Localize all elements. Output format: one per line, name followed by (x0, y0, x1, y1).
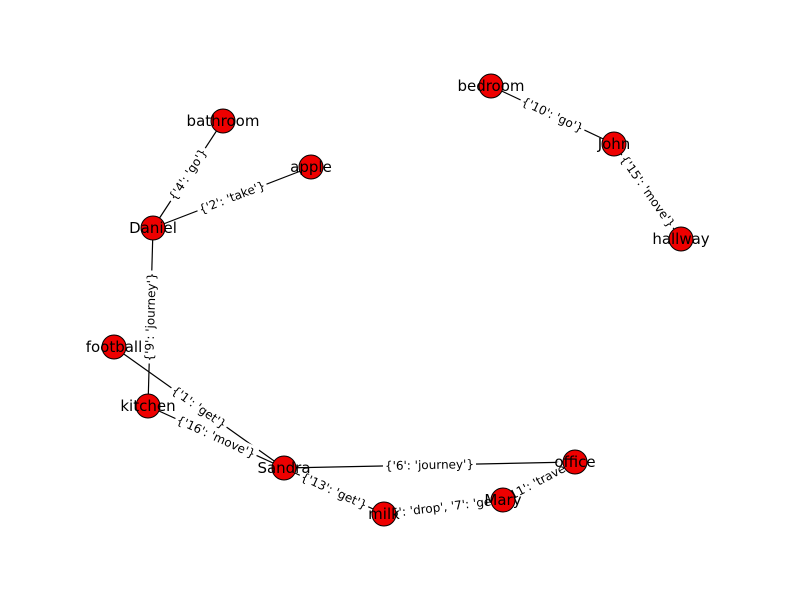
node-label-john: John (597, 135, 631, 153)
node-label-daniel: Daniel (129, 219, 177, 237)
edge-label-daniel-bathroom: {'4': 'go'} (164, 143, 212, 206)
node-bedroom (478, 73, 504, 99)
node-mary (490, 487, 516, 513)
node-apple (298, 154, 324, 180)
node-kitchen (135, 393, 161, 419)
node-label-football: football (86, 338, 143, 356)
node-label-bathroom: bathroom (187, 112, 260, 130)
nodes-layer (101, 73, 694, 527)
edge-label-daniel-kitchen: {'9': 'journey'} (141, 270, 160, 364)
edge-label-background (615, 150, 680, 233)
edge-label-background (495, 452, 583, 510)
node-bathroom (210, 108, 236, 134)
edge-label-text: {'9': 'journey'} (142, 272, 158, 361)
edge-label-background (194, 176, 270, 219)
edge-label-background (166, 381, 232, 434)
edge-label-background (382, 456, 477, 474)
edge-label-john-hallway: {'15': 'move'} (615, 150, 680, 233)
edge-label-background (164, 143, 212, 206)
node-label-mary: Mary (484, 491, 521, 509)
edge-label-background (141, 270, 160, 364)
node-football (101, 334, 127, 360)
edge-label-sandra-office: {'6': 'journey'} (382, 456, 477, 474)
node-label-apple: apple (290, 158, 332, 176)
edge-label-text: {'2': 'take'} (197, 178, 267, 216)
edge-label-daniel-apple: {'2': 'take'} (194, 176, 270, 219)
edge-label-text: {'6': 'journey'} (385, 457, 474, 473)
edge-label-bedroom-john: {'10': 'go'} (517, 92, 588, 138)
node-sandra (271, 455, 297, 481)
edge-label-text: {'4': 'go'} (166, 146, 210, 203)
node-label-office: office (554, 453, 595, 471)
node-office (562, 449, 588, 475)
edge-label-text: {'10': 'go'} (519, 94, 585, 135)
edge-label-background (172, 411, 260, 463)
node-label-sandra: Sandra (257, 459, 310, 477)
edge-labels-layer: {'4': 'go'}{'2': 'take'} {'9': 'journey'}… (141, 92, 680, 523)
node-label-bedroom: bedroom (457, 77, 524, 95)
node-daniel (140, 215, 166, 241)
edge-label-background (377, 491, 510, 523)
edge-label-text: {'15': 'move'} (617, 153, 677, 231)
node-john (601, 131, 627, 157)
node-milk (371, 501, 397, 527)
node-hallway (668, 226, 694, 252)
edge-label-background (517, 92, 588, 138)
node-label-kitchen: kitchen (120, 397, 175, 415)
node-label-milk: milk (368, 505, 400, 523)
node-labels-layer: bathroom apple Daniel football kitchen Sandra… (86, 77, 710, 523)
edge-label-background (296, 467, 372, 515)
node-label-hallway: hallway (652, 230, 709, 248)
